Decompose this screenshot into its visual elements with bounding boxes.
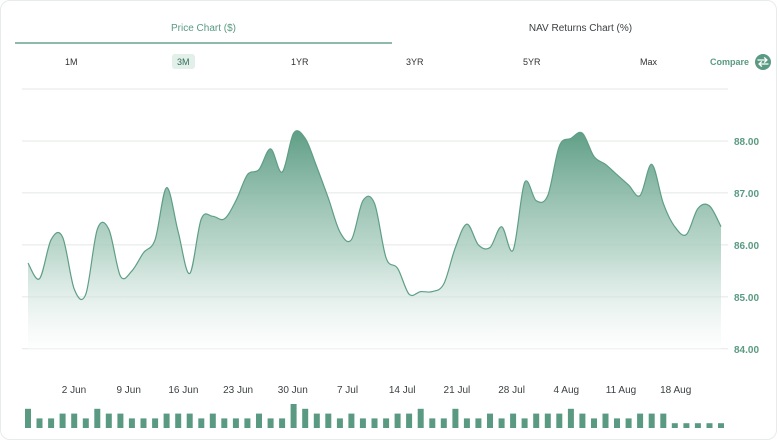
volume-bar: [394, 413, 401, 428]
compare-label: Compare: [710, 57, 750, 67]
volume-bar: [232, 418, 239, 428]
volume-bar: [128, 418, 135, 428]
volume-bar: [521, 418, 528, 428]
x-tick-label: 14 Jul: [389, 385, 416, 396]
y-tick-label: 87.00: [734, 189, 759, 200]
y-tick-label: 84.00: [734, 345, 759, 356]
tab-price-chart[interactable]: Price Chart ($): [170, 22, 236, 34]
range-5yr-button[interactable]: 5YR: [523, 56, 541, 67]
volume-bar: [221, 418, 228, 428]
volume-bar: [71, 413, 78, 428]
volume-bar: [244, 418, 251, 428]
volume-bar: [625, 418, 632, 428]
x-tick-label: 21 Jul: [444, 385, 471, 396]
volume-bar: [140, 418, 147, 428]
y-tick-label: 85.00: [734, 293, 759, 304]
volume-bar: [671, 423, 678, 428]
x-tick-label: 18 Aug: [660, 385, 691, 396]
volume-bar: [591, 418, 597, 428]
volume-bar: [429, 418, 436, 428]
volume-bar: [452, 408, 459, 428]
volume-bar: [602, 413, 609, 428]
price-line: [27, 130, 722, 301]
price-area: [28, 130, 721, 354]
volume-bar: [163, 413, 170, 428]
volume-bar: [186, 413, 193, 428]
volume-bar: [614, 418, 620, 428]
volume-bar: [637, 413, 644, 428]
volume-bar: [36, 418, 43, 428]
volume-bar: [348, 413, 355, 428]
volume-bar: [544, 413, 551, 428]
volume-bar: [209, 413, 216, 428]
volume-bar: [533, 413, 540, 428]
volume-bar: [175, 413, 182, 428]
volume-bar: [48, 418, 55, 428]
range-1m-button[interactable]: 1M: [65, 56, 78, 67]
volume-bar: [487, 413, 493, 428]
range-3m-button[interactable]: 3M: [172, 54, 195, 69]
range-1yr-button[interactable]: 1YR: [291, 56, 309, 67]
volume-bar: [267, 418, 274, 428]
volume-bar: [579, 413, 586, 428]
volume-bar: [383, 418, 390, 428]
volume-bar: [336, 418, 343, 428]
x-tick-label: 16 Jun: [168, 385, 198, 396]
volume-bar: [313, 413, 320, 428]
x-tick-label: 7 Jul: [337, 385, 358, 396]
swap-arrows-icon: [755, 54, 772, 70]
volume-bar: [648, 413, 655, 428]
volume-bar: [59, 413, 66, 428]
volume-bar: [463, 418, 470, 428]
x-tick-label: 2 Jun: [62, 385, 86, 396]
volume-bar: [683, 423, 690, 428]
volume-bar: [417, 408, 424, 428]
x-tick-label: 11 Aug: [606, 385, 636, 396]
x-tick-label: 9 Jun: [116, 385, 140, 396]
x-tick-label: 4 Aug: [554, 385, 580, 396]
volume-bar: [152, 418, 159, 428]
active-tab-underline: [15, 42, 392, 44]
volume-bar: [510, 413, 517, 428]
volume-bar: [82, 418, 89, 428]
volume-bar: [718, 423, 724, 428]
y-tick-label: 86.00: [734, 241, 759, 252]
x-tick-label: 23 Jun: [223, 385, 253, 396]
volume-bar: [105, 413, 112, 428]
volume-bar: [94, 408, 101, 428]
tab-nav-returns-chart[interactable]: NAV Returns Chart (%): [528, 22, 633, 34]
volume-bar: [706, 423, 713, 428]
volume-bar: [556, 413, 563, 428]
volume-bar: [475, 418, 482, 428]
y-tick-label: 88.00: [734, 137, 759, 148]
volume-bar: [302, 408, 309, 428]
volume-bar: [325, 413, 332, 428]
compare-button[interactable]: Compare: [710, 53, 772, 71]
volume-bar: [256, 413, 262, 428]
volume-bar: [198, 418, 205, 428]
range-3yr-button[interactable]: 3YR: [406, 56, 424, 67]
volume-bar: [567, 408, 574, 428]
volume-bar: [290, 404, 297, 428]
volume-bar: [406, 413, 413, 428]
x-tick-label: 28 Jul: [498, 385, 525, 396]
volume-bar: [371, 418, 378, 428]
volume-bar: [279, 418, 286, 428]
volume-bar: [359, 418, 366, 428]
volume-bar: [440, 418, 447, 428]
volume-bar: [660, 413, 667, 428]
volume-bar: [117, 413, 124, 428]
volume-bar: [694, 423, 701, 428]
volume-bar: [498, 418, 505, 428]
range-max-button[interactable]: Max: [640, 56, 658, 67]
volume-bar: [25, 408, 31, 428]
x-tick-label: 30 Jun: [278, 385, 308, 396]
